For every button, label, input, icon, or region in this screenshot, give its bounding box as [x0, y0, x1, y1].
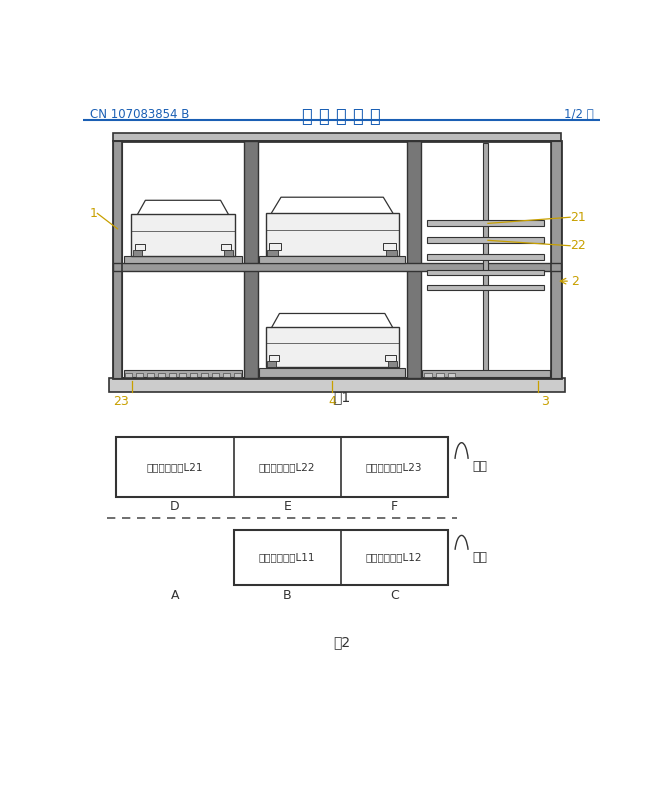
Text: 可移动停车位L22: 可移动停车位L22 — [259, 461, 315, 472]
Text: 图1: 图1 — [333, 390, 350, 404]
Bar — [190, 373, 197, 377]
Bar — [131, 214, 235, 257]
Bar — [244, 141, 257, 378]
Bar — [109, 378, 565, 392]
Bar — [169, 373, 175, 377]
Text: A: A — [171, 589, 179, 602]
Bar — [427, 285, 544, 291]
Bar — [407, 141, 420, 378]
Bar — [267, 361, 276, 367]
Bar — [482, 142, 488, 377]
Bar — [135, 244, 145, 250]
Text: F: F — [391, 500, 398, 514]
Bar — [179, 373, 187, 377]
Bar — [427, 254, 544, 260]
Bar — [259, 368, 405, 377]
Text: 23: 23 — [113, 395, 129, 408]
Bar — [133, 250, 142, 257]
Bar — [158, 373, 165, 377]
Bar — [448, 373, 456, 377]
Text: 1: 1 — [89, 207, 97, 220]
Bar — [424, 373, 432, 377]
Bar — [113, 134, 561, 141]
Text: 可移动停车位L23: 可移动停车位L23 — [366, 461, 422, 472]
Bar — [267, 250, 278, 257]
Bar — [422, 370, 550, 377]
Bar — [123, 370, 242, 377]
Bar — [233, 373, 241, 377]
Bar — [386, 250, 398, 257]
Text: D: D — [170, 500, 179, 514]
Bar — [388, 361, 398, 367]
Bar — [436, 373, 444, 377]
Bar — [123, 257, 242, 263]
Bar — [201, 373, 208, 377]
Text: 可移动停车位L11: 可移动停车位L11 — [259, 552, 315, 562]
Bar — [384, 243, 396, 250]
Bar — [116, 437, 448, 497]
Bar — [265, 213, 399, 257]
Text: CN 107083854 B: CN 107083854 B — [89, 108, 189, 121]
Bar — [552, 141, 561, 378]
Bar — [427, 269, 544, 275]
Text: 可移动停车位L21: 可移动停车位L21 — [147, 461, 203, 472]
Bar — [113, 263, 561, 271]
Text: 二层: 二层 — [472, 461, 488, 473]
Bar — [125, 373, 132, 377]
Bar — [265, 327, 399, 367]
Bar — [212, 373, 219, 377]
Text: 2: 2 — [572, 275, 580, 288]
Text: 22: 22 — [570, 239, 586, 252]
Text: 4: 4 — [328, 395, 336, 408]
Bar — [223, 250, 233, 257]
Bar — [136, 373, 143, 377]
Bar — [113, 141, 561, 378]
Bar — [269, 355, 279, 361]
Text: 可移动停车位L12: 可移动停车位L12 — [366, 552, 422, 562]
Text: 说 明 书 附 图: 说 明 书 附 图 — [302, 108, 381, 126]
Text: 3: 3 — [542, 395, 549, 408]
Text: 21: 21 — [570, 211, 586, 224]
Bar — [221, 244, 231, 250]
Bar — [147, 373, 154, 377]
Bar — [223, 373, 230, 377]
Bar — [427, 220, 544, 226]
Text: E: E — [283, 500, 291, 514]
Text: B: B — [283, 589, 291, 602]
Bar — [385, 355, 396, 361]
Bar — [427, 237, 544, 243]
Bar — [269, 243, 281, 250]
Text: 图2: 图2 — [333, 635, 350, 649]
Text: C: C — [390, 589, 398, 602]
Bar — [259, 257, 405, 263]
Bar — [233, 530, 448, 585]
Bar — [113, 141, 122, 378]
Text: 一层: 一层 — [472, 551, 488, 564]
Text: 1/2 页: 1/2 页 — [564, 108, 594, 121]
